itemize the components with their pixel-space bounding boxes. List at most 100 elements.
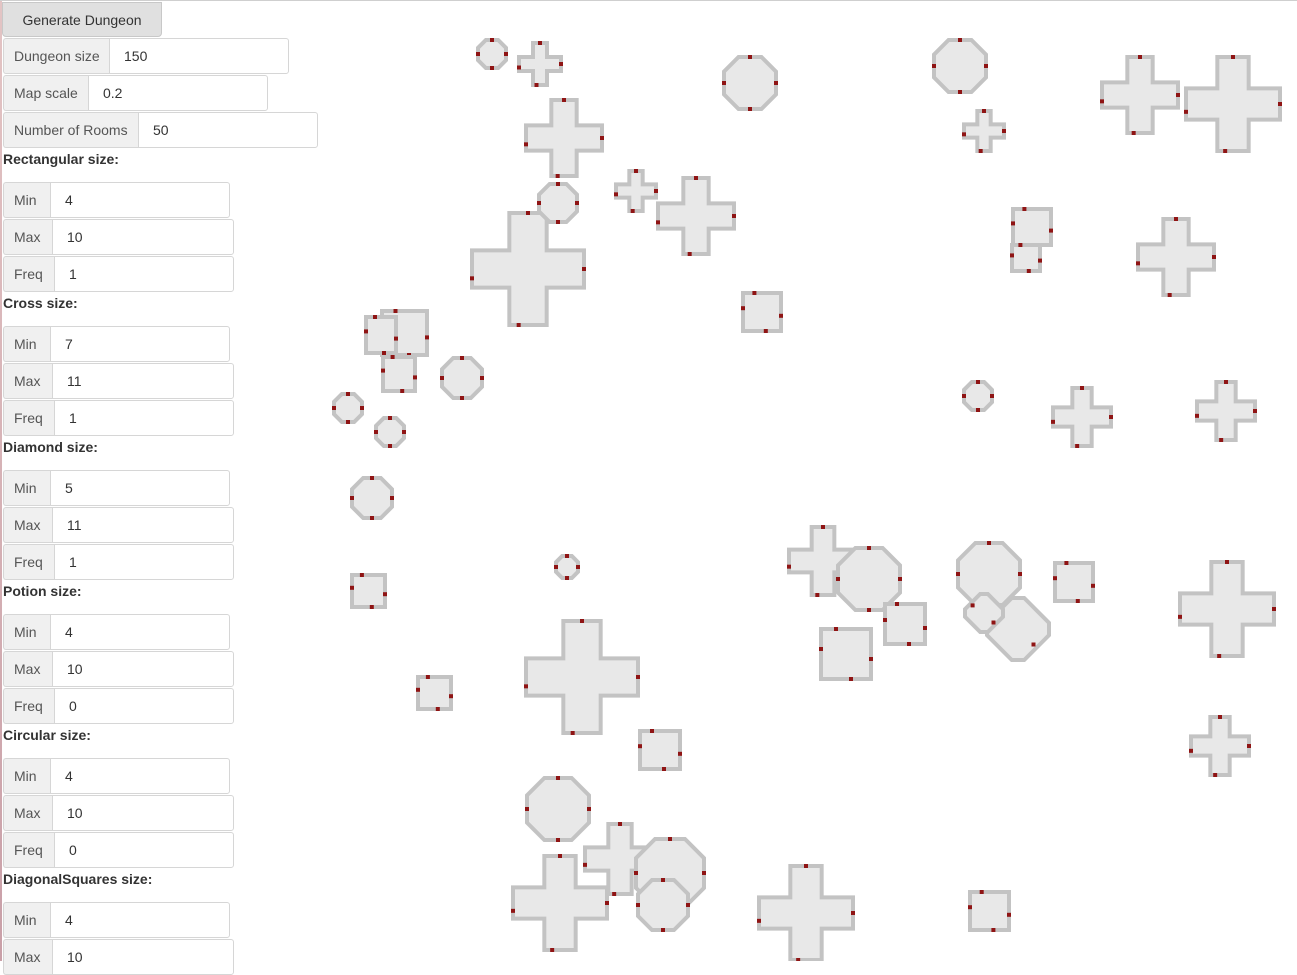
door-marker xyxy=(538,41,542,45)
door-marker xyxy=(636,675,640,679)
diagonalsquares-min-field: Min xyxy=(3,902,230,938)
door-marker xyxy=(1278,102,1282,106)
door-marker xyxy=(898,577,902,581)
door-marker xyxy=(575,201,579,205)
cross-freq-input[interactable] xyxy=(54,400,234,436)
diamond-room xyxy=(374,416,406,448)
rectangular-max-input[interactable] xyxy=(52,219,234,255)
door-marker xyxy=(638,744,642,749)
door-marker xyxy=(804,864,808,868)
door-marker xyxy=(895,602,899,606)
door-marker xyxy=(614,192,618,197)
door-marker xyxy=(787,564,791,569)
circular-max-label: Max xyxy=(3,795,52,831)
door-marker xyxy=(370,516,374,520)
potion-min-input[interactable] xyxy=(50,614,230,650)
door-marker xyxy=(556,220,560,224)
diamond-freq-label: Freq xyxy=(3,544,54,580)
rectangular-room xyxy=(638,729,682,771)
rectangular-min-input[interactable] xyxy=(50,182,230,218)
potion-max-field: Max xyxy=(3,651,234,687)
potion-max-input[interactable] xyxy=(52,651,234,687)
circular-freq-input[interactable] xyxy=(54,832,234,868)
rectangular-freq-input[interactable] xyxy=(54,256,234,292)
diamond-room xyxy=(932,38,988,94)
rectangular-room xyxy=(381,355,417,393)
cross-min-label: Min xyxy=(3,326,50,362)
door-marker xyxy=(480,376,484,380)
diamond-freq-input[interactable] xyxy=(54,544,234,580)
cross-min-input[interactable] xyxy=(50,326,230,362)
circular-max-input[interactable] xyxy=(52,795,234,831)
door-marker xyxy=(1138,55,1142,59)
door-marker xyxy=(1080,386,1084,390)
door-marker xyxy=(1225,560,1229,564)
door-marker xyxy=(393,309,398,313)
door-marker xyxy=(470,276,474,281)
number-of-rooms-label: Number of Rooms xyxy=(3,112,138,148)
cross-room xyxy=(1051,386,1113,448)
door-marker xyxy=(752,291,757,295)
door-marker xyxy=(1195,413,1199,418)
dungeon-size-input[interactable] xyxy=(109,38,289,74)
diamond-room xyxy=(634,837,706,909)
door-marker xyxy=(565,576,569,580)
door-marker xyxy=(383,592,387,597)
cross-room xyxy=(583,822,657,896)
door-marker xyxy=(763,329,768,333)
rectangular-room xyxy=(819,627,873,681)
rectangular-size-title: Rectangular size: xyxy=(3,151,119,167)
diagonal-room xyxy=(985,596,1051,662)
door-marker xyxy=(687,252,692,256)
circular-min-input[interactable] xyxy=(50,758,230,794)
door-marker xyxy=(380,326,384,331)
door-marker xyxy=(1075,444,1080,448)
rectangular-room xyxy=(1053,561,1095,603)
door-marker xyxy=(346,420,350,424)
door-marker xyxy=(702,871,706,875)
door-marker xyxy=(851,911,855,915)
map-scale-label: Map scale xyxy=(3,75,88,111)
rectangular-room xyxy=(364,315,398,355)
circular-min-field: Min xyxy=(3,758,230,794)
cross-max-input[interactable] xyxy=(52,363,234,399)
door-marker xyxy=(962,394,966,398)
door-marker xyxy=(556,182,560,186)
cross-room xyxy=(614,169,658,213)
cross-room xyxy=(962,109,1006,153)
number-of-rooms-input[interactable] xyxy=(138,112,318,148)
circular-freq-label: Freq xyxy=(3,832,54,868)
diamond-min-input[interactable] xyxy=(50,470,230,506)
potion-freq-input[interactable] xyxy=(54,688,234,724)
door-marker xyxy=(979,890,984,894)
diagonalsquares-max-label: Max xyxy=(3,939,52,975)
door-marker xyxy=(582,267,586,271)
map-scale-input[interactable] xyxy=(88,75,268,111)
diagonalsquares-max-input[interactable] xyxy=(52,939,234,975)
door-marker xyxy=(849,677,853,681)
cross-room xyxy=(1189,715,1251,777)
diamond-max-input[interactable] xyxy=(52,507,234,543)
dungeon-size-label: Dungeon size xyxy=(3,38,109,74)
rectangular-min-field: Min xyxy=(3,182,230,218)
diamond-min-field: Min xyxy=(3,470,230,506)
rectangular-room xyxy=(380,309,429,357)
door-marker xyxy=(332,406,336,410)
door-marker xyxy=(686,903,690,907)
door-marker xyxy=(976,380,980,384)
generate-dungeon-button[interactable]: Generate Dungeon xyxy=(2,2,162,37)
door-marker xyxy=(819,647,823,651)
diamond-size-title: Diamond size: xyxy=(3,439,98,455)
cross-room xyxy=(524,619,640,735)
rectangular-room xyxy=(741,291,783,333)
door-marker xyxy=(1178,614,1182,619)
door-marker xyxy=(524,142,528,147)
door-marker xyxy=(1167,293,1172,297)
diagonalsquares-min-input[interactable] xyxy=(50,902,230,938)
diamond-room xyxy=(554,554,580,580)
door-marker xyxy=(867,608,871,612)
door-marker xyxy=(668,837,672,841)
diamond-room xyxy=(722,55,778,111)
door-marker xyxy=(1247,744,1251,748)
cross-max-field: Max xyxy=(3,363,234,399)
